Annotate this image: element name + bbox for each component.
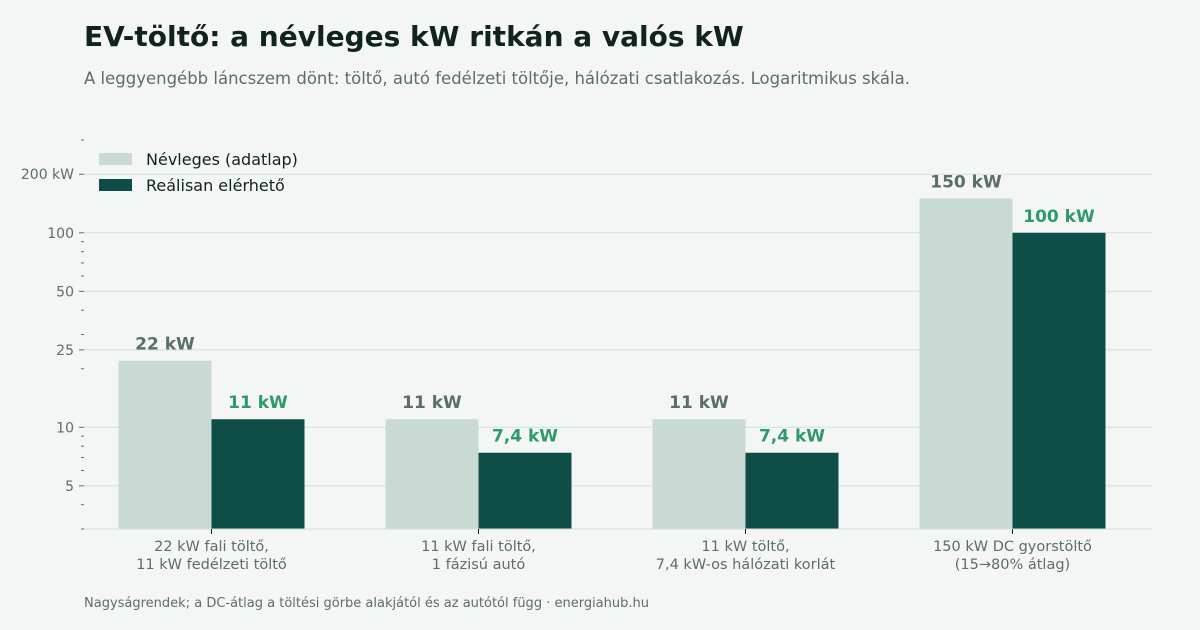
legend: Névleges (adatlap) Reálisan elérhető	[99, 146, 298, 198]
x-tick-label-line: 1 fázisú autó	[432, 557, 526, 573]
y-tick-label: 25	[56, 343, 74, 359]
data-label-nominal: 22 kW	[135, 335, 195, 355]
x-tick-label-line: 11 kW töltő,	[701, 539, 789, 555]
y-tick-label: 5	[65, 479, 74, 495]
axes: 5 10 25 50 100 200 kW 22 kW fali töltő, 11 kW f…	[21, 139, 1152, 573]
x-tick-label-line: 150 kW DC gyorstöltő	[933, 539, 1092, 555]
x-tick-label-line: 11 kW fali töltő,	[421, 539, 536, 555]
data-labels: 22 kW 11 kW 11 kW 7,4 kW 11 kW 7,4 kW 150 kW 10…	[135, 173, 1095, 447]
y-tick-label: 100	[47, 226, 74, 242]
y-tick-label: 50	[56, 284, 74, 300]
data-label-nominal: 150 kW	[930, 173, 1002, 193]
bar-real	[478, 452, 572, 529]
chart-title: EV-töltő: a névleges kW ritkán a valós k…	[84, 20, 744, 53]
legend-swatch-nominal	[99, 153, 132, 165]
bars	[118, 198, 1106, 529]
x-tick-label-line: 22 kW fali töltő,	[154, 539, 269, 555]
x-tick-label-line: 7,4 kW-os hálózati korlát	[656, 557, 836, 573]
data-label-real: 100 kW	[1023, 207, 1095, 227]
bar-nominal	[919, 198, 1013, 529]
legend-label-nominal: Névleges (adatlap)	[146, 149, 298, 169]
data-label-nominal: 11 kW	[669, 393, 729, 413]
x-tick-label: 150 kW DC gyorstöltő (15→80% átlag)	[933, 539, 1092, 573]
bar-real	[211, 419, 305, 529]
data-label-real: 7,4 kW	[492, 427, 558, 447]
legend-label-real: Reálisan elérhető	[146, 175, 285, 195]
x-tick-label: 22 kW fali töltő, 11 kW fedélzeti töltő	[136, 539, 287, 573]
legend-item-nominal: Névleges (adatlap)	[99, 146, 298, 172]
x-tick-label: 11 kW töltő, 7,4 kW-os hálózati korlát	[656, 539, 836, 573]
bar-nominal	[118, 360, 212, 529]
chart-subtitle: A leggyengébb láncszem dönt: töltő, autó…	[84, 69, 910, 88]
data-label-real: 7,4 kW	[759, 427, 825, 447]
legend-item-real: Reálisan elérhető	[99, 172, 298, 198]
bar-nominal	[652, 419, 746, 529]
y-tick-label: 200 kW	[21, 167, 74, 183]
legend-swatch-real	[99, 179, 132, 191]
data-label-real: 11 kW	[228, 393, 288, 413]
x-tick-label: 11 kW fali töltő, 1 fázisú autó	[421, 539, 536, 573]
bar-nominal	[385, 419, 479, 529]
x-tick-label-line: (15→80% átlag)	[955, 557, 1070, 573]
y-tick-label: 10	[56, 420, 74, 436]
data-label-nominal: 11 kW	[402, 393, 462, 413]
x-tick-label-line: 11 kW fedélzeti töltő	[136, 557, 287, 573]
bar-real	[745, 452, 839, 529]
bar-real	[1012, 232, 1106, 529]
footer-note: Nagyságrendek; a DC-átlag a töltési görb…	[84, 596, 649, 611]
